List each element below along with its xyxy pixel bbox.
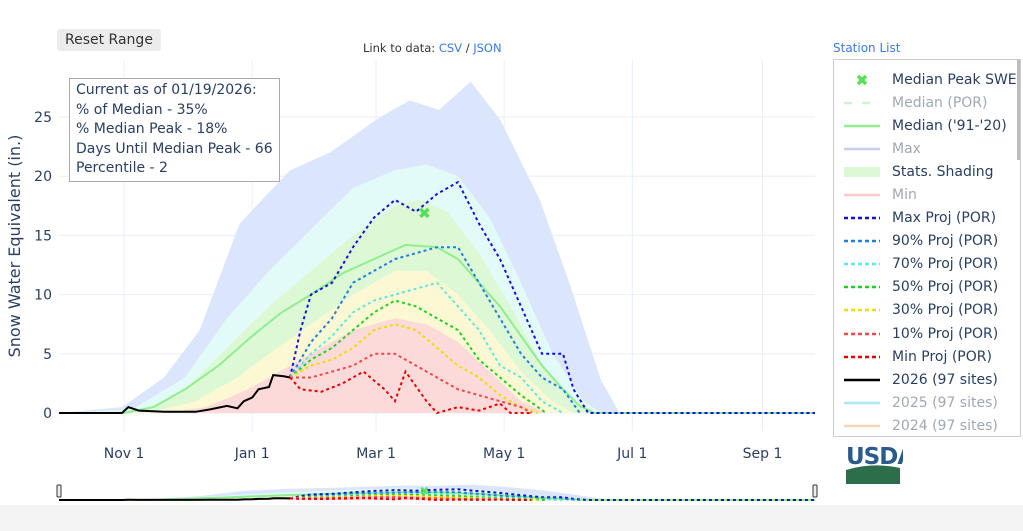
- x-tick-label: Jan 1: [234, 446, 270, 462]
- legend-item[interactable]: 50% Proj (POR): [834, 276, 1020, 299]
- legend-label: Stats. Shading: [892, 163, 994, 180]
- legend-item[interactable]: 30% Proj (POR): [834, 299, 1020, 322]
- slider-series: [289, 488, 815, 501]
- legend-label: 2025 (97 sites): [892, 394, 998, 411]
- info-line: % of Median - 35%: [76, 101, 208, 118]
- slider-series: [289, 497, 532, 502]
- legend-label: Median ('91-'20): [892, 117, 1007, 134]
- legend-swatch: [842, 101, 882, 105]
- footer-bar: [0, 505, 1023, 531]
- y-tick-label: 10: [34, 288, 52, 304]
- links-prefix: Link to data:: [363, 41, 439, 55]
- slider-median-peak-marker: [420, 486, 429, 495]
- band-10pct: [59, 318, 815, 413]
- legend-label: 50% Proj (POR): [892, 279, 999, 296]
- series-2026-97-sites-: [59, 374, 291, 414]
- links-sep: /: [462, 41, 474, 55]
- legend-item[interactable]: Median ('91-'20): [834, 114, 1020, 137]
- series-50-proj-por-: [289, 299, 547, 414]
- legend-label: Median (POR): [892, 94, 988, 111]
- legend-swatch: [842, 424, 882, 428]
- info-line: Percentile - 2: [76, 160, 168, 177]
- legend-label: Max: [892, 140, 921, 157]
- legend-swatch: [842, 285, 882, 289]
- legend-label: 10% Proj (POR): [892, 325, 999, 342]
- series-30-proj-por-: [289, 323, 539, 414]
- legend-item[interactable]: 70% Proj (POR): [834, 253, 1020, 276]
- swe-chart: Nov 1 Jan 1 Mar 1 May 1 Jul 1 Sep 1 0 5 10 15 20 25…: [5, 60, 818, 502]
- legend-label: 30% Proj (POR): [892, 302, 999, 319]
- station-list-link[interactable]: Station List: [833, 41, 901, 55]
- legend-item[interactable]: 10% Proj (POR): [834, 322, 1020, 345]
- legend-swatch: [842, 262, 882, 266]
- legend-item[interactable]: Min Proj (POR): [834, 345, 1020, 368]
- info-line: Days Until Median Peak - 66: [76, 140, 273, 157]
- y-tick-label: 15: [34, 228, 52, 244]
- legend-swatch: [842, 332, 882, 336]
- y-tick-label: 5: [43, 347, 52, 363]
- legend-item[interactable]: 2025 (97 sites): [834, 391, 1020, 414]
- y-axis-title: Snow Water Equivalent (in.): [5, 135, 24, 358]
- info-line: Current as of 01/19/2026:: [76, 82, 257, 98]
- series-max-proj-por-: [289, 180, 815, 414]
- legend-label: 2026 (97 sites): [892, 371, 998, 388]
- series-median-91-20-: [59, 243, 815, 414]
- legend-swatch: [842, 401, 882, 405]
- usda-logo: USDA: [846, 444, 903, 484]
- legend-item[interactable]: Max Proj (POR): [834, 207, 1020, 230]
- x-marker-icon: [842, 74, 882, 86]
- legend-item[interactable]: Median Peak SWE: [834, 68, 1020, 91]
- series-min-proj-por-: [289, 369, 532, 415]
- series-70-proj-por-: [289, 281, 564, 414]
- legend-swatch: [842, 355, 882, 359]
- current-stats-box: Current as of 01/19/2026: % of Median - …: [69, 78, 280, 182]
- legend-item[interactable]: Min: [834, 183, 1020, 206]
- series-10-proj-por-: [290, 352, 532, 414]
- legend-label: Min Proj (POR): [892, 348, 992, 365]
- range-slider-handle[interactable]: [56, 484, 62, 498]
- data-links: Link to data: CSV / JSON: [363, 41, 502, 55]
- series-90-proj-por-: [289, 246, 581, 414]
- legend-label: 2024 (97 sites): [892, 417, 998, 434]
- median-peak-marker: [419, 207, 430, 219]
- legend-swatch: [842, 378, 882, 382]
- legend-swatch: [842, 216, 882, 220]
- legend-label: Max Proj (POR): [892, 210, 997, 227]
- json-link[interactable]: JSON: [473, 41, 502, 55]
- legend-swatch: [842, 166, 882, 177]
- legend-label: 90% Proj (POR): [892, 233, 999, 250]
- legend-scrollbar[interactable]: [1017, 60, 1020, 160]
- legend-item[interactable]: 2024 (97 sites): [834, 414, 1020, 436]
- legend-label: Median Peak SWE: [892, 71, 1017, 88]
- legend-swatch: [842, 239, 882, 243]
- legend-swatch: [842, 124, 882, 128]
- x-tick-label: Nov 1: [104, 446, 145, 462]
- legend-item[interactable]: Median (POR): [834, 91, 1020, 114]
- info-line: % Median Peak - 18%: [76, 121, 228, 138]
- slider-series: [59, 497, 291, 501]
- y-tick-label: 25: [34, 110, 52, 126]
- legend-swatch: [842, 193, 882, 197]
- csv-link[interactable]: CSV: [438, 41, 463, 55]
- x-tick-label: Mar 1: [356, 446, 396, 462]
- legend-swatch: [842, 147, 882, 151]
- legend-item[interactable]: Stats. Shading: [834, 160, 1020, 183]
- reset-range-button[interactable]: Reset Range: [57, 29, 161, 51]
- legend-label: 70% Proj (POR): [892, 256, 999, 273]
- legend-item[interactable]: 2026 (97 sites): [834, 368, 1020, 391]
- x-tick-label: May 1: [483, 446, 525, 462]
- range-slider[interactable]: [56, 484, 818, 502]
- y-tick-label: 20: [34, 169, 52, 185]
- x-tick-label: Jul 1: [616, 446, 647, 462]
- legend-label: Min: [892, 187, 917, 204]
- legend: Median Peak SWE Median (POR) Median ('91-'…: [833, 59, 1021, 437]
- y-tick-label: 0: [43, 406, 52, 422]
- legend-swatch: [842, 308, 882, 312]
- range-slider-handle[interactable]: [812, 484, 818, 498]
- legend-item[interactable]: Max: [834, 137, 1020, 160]
- legend-item[interactable]: 90% Proj (POR): [834, 230, 1020, 253]
- x-tick-label: Sep 1: [743, 446, 783, 462]
